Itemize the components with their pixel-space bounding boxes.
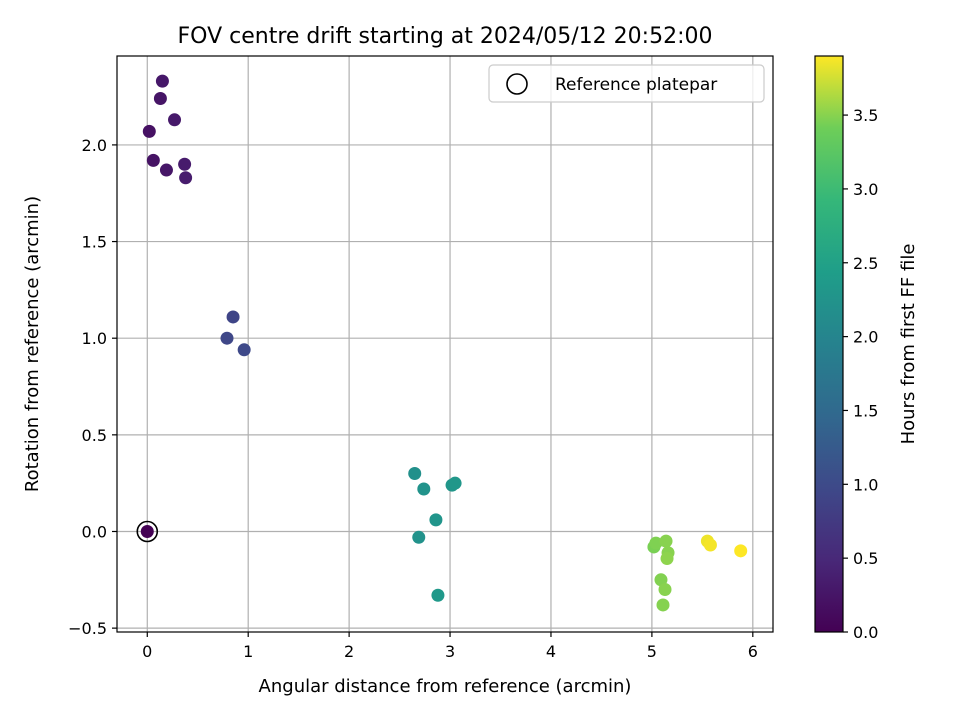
grid-lines bbox=[117, 56, 773, 632]
data-points bbox=[140, 74, 748, 612]
x-tick-label: 5 bbox=[647, 642, 657, 661]
colorbar-ticks: 0.0 0.5 1.0 1.5 2.0 2.5 3.0 3.5 bbox=[843, 106, 878, 642]
scatter-point bbox=[658, 582, 672, 596]
colorbar: 0.0 0.5 1.0 1.5 2.0 2.5 3.0 3.5 Hours from firs… bbox=[814, 55, 919, 642]
legend-open-circle-icon bbox=[506, 73, 528, 95]
scatter-point bbox=[168, 113, 182, 127]
scatter-point bbox=[159, 163, 173, 177]
x-tick-label: 4 bbox=[546, 642, 556, 661]
y-tick-label: 1.5 bbox=[82, 233, 107, 252]
scatter-point bbox=[649, 536, 663, 550]
scatter-point bbox=[412, 530, 426, 544]
scatter-point bbox=[703, 538, 717, 552]
y-tick-label: 1.0 bbox=[82, 329, 107, 348]
scatter-point bbox=[237, 343, 251, 357]
y-tick-label: 2.0 bbox=[82, 136, 107, 155]
legend-entry-reference-platepar: Reference platepar bbox=[555, 75, 717, 95]
y-axis-label: Rotation from reference (arcmin) bbox=[22, 196, 43, 492]
y-tick-label: −0.5 bbox=[68, 619, 107, 638]
x-tick-label: 1 bbox=[243, 642, 253, 661]
scatter-point bbox=[155, 74, 169, 88]
x-axis-ticks: 0 1 2 3 4 5 6 bbox=[142, 632, 758, 661]
scatter-point bbox=[408, 467, 422, 481]
colorbar-gradient bbox=[814, 55, 844, 633]
colorbar-tick-label: 0.5 bbox=[853, 549, 878, 568]
x-axis-label: Angular distance from reference (arcmin) bbox=[259, 676, 632, 697]
scatter-point bbox=[417, 482, 431, 496]
reference-platepar-marker bbox=[136, 520, 159, 543]
scatter-point bbox=[734, 544, 748, 558]
colorbar-tick-label: 1.5 bbox=[853, 401, 878, 420]
scatter-point bbox=[431, 588, 445, 602]
colorbar-tick-label: 3.0 bbox=[853, 180, 878, 199]
colorbar-tick-label: 1.0 bbox=[853, 475, 878, 494]
scatter-point bbox=[656, 598, 670, 612]
y-tick-label: 0.0 bbox=[82, 522, 107, 541]
scatter-point bbox=[142, 124, 156, 138]
scatter-point bbox=[429, 513, 443, 527]
y-axis-ticks: −0.5 0.0 0.5 1.0 1.5 2.0 bbox=[68, 136, 117, 638]
plot-frame bbox=[116, 55, 774, 633]
colorbar-tick-label: 3.5 bbox=[853, 106, 878, 125]
scatter-point bbox=[179, 171, 193, 185]
scatter-point bbox=[226, 310, 240, 324]
colorbar-tick-label: 2.5 bbox=[853, 254, 878, 273]
colorbar-tick-label: 0.0 bbox=[853, 623, 878, 642]
colorbar-tick-label: 2.0 bbox=[853, 328, 878, 347]
scatter-point bbox=[146, 153, 160, 167]
scatter-point bbox=[153, 92, 167, 106]
chart-title: FOV centre drift starting at 2024/05/12 … bbox=[178, 24, 713, 49]
x-tick-label: 3 bbox=[445, 642, 455, 661]
y-tick-label: 0.5 bbox=[82, 426, 107, 445]
scatter-point bbox=[659, 534, 673, 548]
x-tick-label: 0 bbox=[142, 642, 152, 661]
legend-box bbox=[488, 64, 765, 103]
scatter-point bbox=[140, 524, 154, 538]
colorbar-label: Hours from first FF file bbox=[898, 244, 919, 445]
scatter-point bbox=[448, 476, 462, 490]
x-tick-label: 2 bbox=[344, 642, 354, 661]
scatter-point bbox=[220, 331, 234, 345]
scatter-point bbox=[660, 552, 674, 566]
x-tick-label: 6 bbox=[748, 642, 758, 661]
legend: Reference platepar bbox=[488, 64, 765, 103]
scatter-point bbox=[178, 157, 192, 171]
